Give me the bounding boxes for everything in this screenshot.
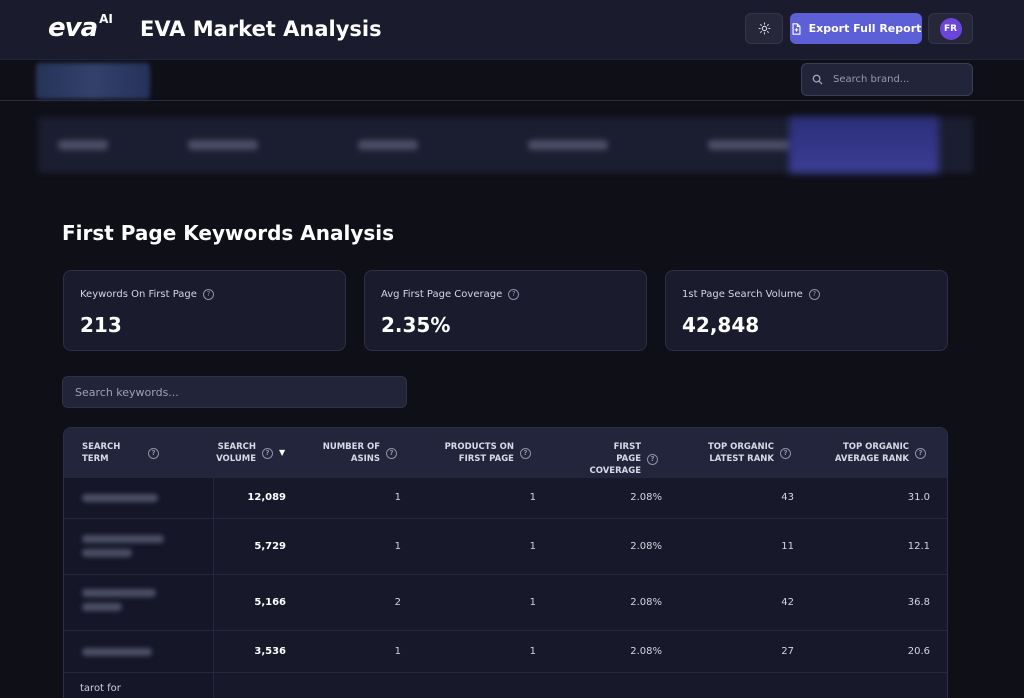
search-term-cell[interactable]: tarot for [64, 673, 214, 698]
theme-toggle-button[interactable] [745, 13, 783, 44]
column-header-first-page-coverage[interactable]: First Page Coverage ? [589, 441, 658, 477]
coverage-cell: 2.08% [630, 492, 662, 503]
average-rank-cell: 12.1 [907, 541, 930, 552]
column-header-top-organic-latest-rank[interactable]: Top Organic Latest Rank ? [704, 441, 791, 465]
search-volume-cell: 5,166 [254, 597, 286, 608]
help-icon[interactable]: ? [520, 447, 531, 459]
help-icon[interactable]: ? [780, 447, 791, 459]
stat-label: 1st Page Search Volume [682, 289, 803, 300]
latest-rank-cell: 43 [781, 492, 794, 503]
latest-rank-cell: 27 [781, 646, 794, 657]
help-icon[interactable]: ? [915, 447, 926, 459]
avatar: FR [939, 17, 962, 40]
column-header-number-of-asins[interactable]: Number of ASINs ? [322, 441, 397, 465]
help-icon[interactable]: ? [202, 289, 214, 300]
table-row[interactable]: 3,536 1 1 2.08% 27 20.6 [64, 631, 947, 673]
tab-redacted[interactable] [708, 140, 793, 150]
coverage-cell: 2.08% [630, 597, 662, 608]
table-row[interactable]: 5,729 1 1 2.08% 11 12.1 [64, 519, 947, 575]
table-header: Search Term ? Search Volume ? ▼ Number of A… [64, 428, 947, 478]
products-cell: 1 [529, 492, 536, 503]
keyword-search-box[interactable] [62, 376, 407, 408]
sun-icon [758, 22, 770, 35]
table-row[interactable]: tarot for [64, 673, 947, 698]
search-volume-cell: 12,089 [247, 492, 286, 503]
export-full-report-button[interactable]: Export Full Report [790, 13, 922, 44]
column-header-search-volume[interactable]: Search Volume ? ▼ [216, 442, 286, 464]
brand-search-box[interactable] [801, 63, 973, 96]
stat-label: Keywords On First Page [80, 289, 197, 300]
products-cell: 1 [529, 541, 536, 552]
tab-redacted[interactable] [358, 140, 418, 150]
search-term-cell-redacted[interactable] [64, 575, 214, 630]
eva-logo[interactable]: eva AI [48, 12, 113, 44]
stat-card-keywords-first-page: Keywords On First Page ? 213 [63, 270, 346, 351]
help-icon[interactable]: ? [647, 453, 658, 465]
section-title: First Page Keywords Analysis [62, 221, 395, 245]
column-header-products-first-page[interactable]: Products on First Page ? [444, 441, 531, 465]
tab-redacted[interactable] [58, 140, 108, 150]
column-header-top-organic-average-rank[interactable]: Top Organic Average Rank ? [831, 441, 926, 465]
logo-wordmark: eva [48, 13, 98, 43]
search-term-cell-redacted[interactable] [64, 478, 214, 518]
average-rank-cell: 31.0 [907, 492, 930, 503]
help-icon[interactable]: ? [508, 289, 520, 300]
search-volume-cell: 5,729 [254, 541, 286, 552]
selected-brand-redacted[interactable] [36, 63, 150, 99]
stat-value: 213 [80, 313, 122, 337]
average-rank-cell: 20.6 [907, 646, 930, 657]
coverage-cell: 2.08% [630, 541, 662, 552]
brand-search-input[interactable] [833, 74, 963, 85]
stat-card-avg-coverage: Avg First Page Coverage ? 2.35% [364, 270, 647, 351]
sort-desc-icon[interactable]: ▼ [279, 448, 286, 457]
table-row[interactable]: 5,166 2 1 2.08% 42 36.8 [64, 575, 947, 631]
products-cell: 1 [529, 646, 536, 657]
app-header: eva AI EVA Market Analysis Export Full R… [0, 0, 1024, 60]
asins-cell: 2 [394, 597, 401, 608]
search-icon [812, 74, 823, 85]
user-menu-button[interactable]: FR [928, 13, 973, 44]
logo-ai-badge: AI [99, 12, 113, 26]
average-rank-cell: 36.8 [907, 597, 930, 608]
coverage-cell: 2.08% [630, 646, 662, 657]
divider [0, 100, 1024, 101]
search-volume-cell: 3,536 [254, 646, 286, 657]
keyword-search-input[interactable] [75, 385, 395, 399]
search-term-cell-redacted[interactable] [64, 631, 214, 672]
help-icon[interactable]: ? [148, 447, 159, 459]
keywords-table: Search Term ? Search Volume ? ▼ Number of A… [63, 427, 948, 698]
stat-card-search-volume: 1st Page Search Volume ? 42,848 [665, 270, 948, 351]
help-icon[interactable]: ? [262, 447, 273, 459]
tab-active-redacted[interactable] [789, 117, 939, 173]
search-term-text: tarot for [80, 683, 121, 694]
products-cell: 1 [529, 597, 536, 608]
column-header-search-term[interactable]: Search Term ? [82, 441, 159, 465]
document-icon [792, 22, 801, 35]
asins-cell: 1 [394, 492, 401, 503]
help-icon[interactable]: ? [386, 447, 397, 459]
stat-value: 2.35% [381, 313, 451, 337]
asins-cell: 1 [394, 646, 401, 657]
stat-label: Avg First Page Coverage [381, 289, 503, 300]
search-term-cell-redacted[interactable] [64, 519, 214, 574]
latest-rank-cell: 11 [781, 541, 794, 552]
export-button-label: Export Full Report [808, 22, 922, 35]
table-row[interactable]: 12,089 1 1 2.08% 43 31.0 [64, 478, 947, 519]
tab-redacted[interactable] [188, 140, 258, 150]
app-title: EVA Market Analysis [140, 17, 382, 41]
latest-rank-cell: 42 [781, 597, 794, 608]
stat-value: 42,848 [682, 313, 760, 337]
help-icon[interactable]: ? [808, 289, 820, 300]
tab-redacted[interactable] [528, 140, 608, 150]
asins-cell: 1 [394, 541, 401, 552]
